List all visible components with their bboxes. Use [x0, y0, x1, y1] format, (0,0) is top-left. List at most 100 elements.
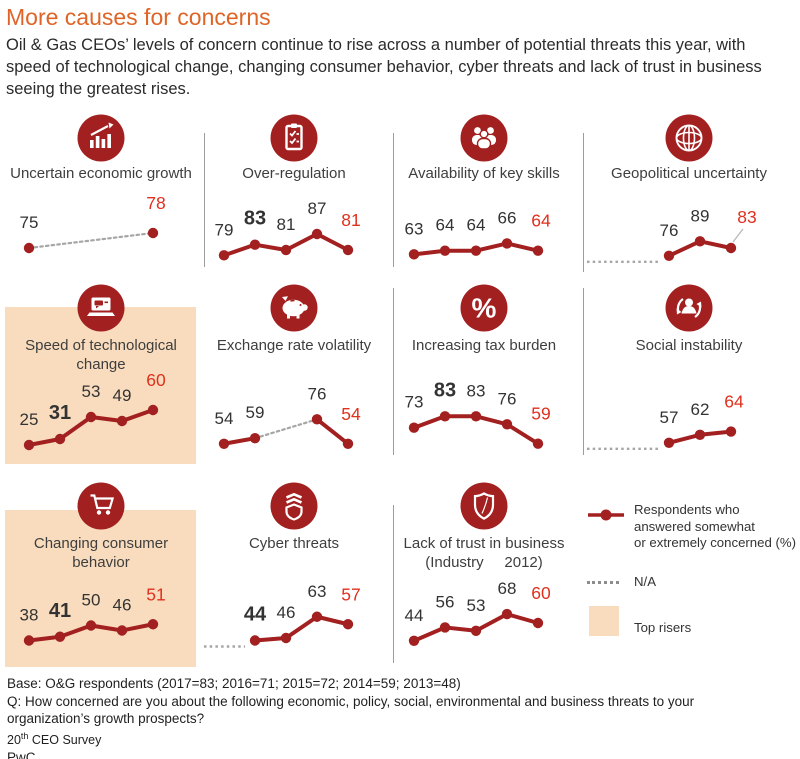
sparkline-cyber-threats: 44 46 63 57 [200, 565, 388, 655]
trust-shield-icon [460, 482, 508, 535]
survey-note: 20th CEO Survey [7, 731, 102, 748]
sparkline-social-instability: 57 62 64 [583, 368, 795, 458]
chart-title: Over-regulation [242, 165, 346, 182]
svg-text:46: 46 [277, 603, 296, 622]
svg-text:81: 81 [341, 210, 360, 230]
svg-text:44: 44 [244, 604, 267, 626]
sparkline-changing-consumer-behavior: 38 41 50 46 51 [5, 565, 197, 655]
laptop-icon [77, 284, 125, 337]
sparkline-lack-of-trust-in-business: 44 56 53 68 60 [390, 565, 578, 655]
legend-na-label: N/A [634, 574, 656, 589]
economic-growth-icon [77, 114, 125, 167]
svg-text:50: 50 [82, 591, 101, 610]
chart-title: Geopolitical uncertainty [611, 165, 767, 182]
svg-text:83: 83 [244, 208, 266, 230]
sparkline-speed-of-technological-change: 25 31 53 49 60 [5, 368, 197, 458]
percent-icon: % [460, 284, 508, 337]
svg-text:59: 59 [531, 404, 550, 424]
svg-text:64: 64 [531, 211, 551, 231]
chart-title: Changing consumer behavior [33, 535, 169, 571]
chart-title: Uncertain economic growth [10, 165, 192, 182]
na-line-icon [587, 581, 619, 584]
svg-text:25: 25 [20, 410, 39, 429]
svg-text:62: 62 [691, 400, 710, 419]
svg-text:81: 81 [277, 215, 296, 234]
svg-text:76: 76 [308, 384, 327, 403]
svg-text:41: 41 [49, 600, 71, 622]
sparkline-over-regulation: 79 83 81 87 81 [200, 180, 388, 270]
svg-text:68: 68 [498, 579, 517, 598]
divider [393, 505, 394, 663]
divider [583, 133, 584, 272]
svg-text:73: 73 [405, 393, 424, 412]
legend-series-label: Respondents who answered somewhat or ext… [634, 502, 796, 550]
chart-title: Cyber threats [248, 535, 340, 552]
svg-text:75: 75 [20, 213, 39, 232]
svg-text:79: 79 [215, 220, 234, 239]
svg-text:56: 56 [436, 592, 455, 611]
sparkline-exchange-rate-volatility: 54 59 76 54 [200, 368, 388, 458]
chart-title: Speed of technological change [25, 337, 177, 373]
svg-text:66: 66 [498, 208, 517, 227]
svg-text:76: 76 [498, 389, 517, 408]
cyber-shield-icon [270, 482, 318, 535]
svg-text:78: 78 [146, 193, 165, 213]
divider [204, 133, 205, 267]
svg-text:87: 87 [308, 199, 327, 218]
chart-title: Social instability [635, 337, 743, 354]
svg-text:76: 76 [660, 221, 679, 240]
svg-text:54: 54 [215, 409, 234, 428]
chart-title: Lack of trust in business (Industry 2012) [403, 535, 565, 571]
svg-text:57: 57 [341, 584, 360, 604]
svg-text:63: 63 [308, 582, 327, 601]
divider [393, 288, 394, 455]
sparkline-uncertain-economic-growth: 75 78 [5, 180, 197, 270]
clipboard-icon [270, 114, 318, 167]
svg-text:59: 59 [246, 403, 265, 422]
chart-title: Exchange rate volatility [216, 337, 372, 354]
svg-text:44: 44 [405, 606, 424, 625]
svg-text:46: 46 [113, 596, 132, 615]
svg-text:64: 64 [724, 392, 744, 412]
cart-icon [77, 482, 125, 535]
top-riser-highlight [5, 307, 196, 464]
footer: Base: O&G respondents (2017=83; 2016=71;… [7, 676, 787, 759]
svg-text:64: 64 [436, 216, 455, 235]
svg-text:60: 60 [531, 583, 551, 603]
svg-text:83: 83 [434, 379, 456, 401]
people-icon [460, 114, 508, 167]
globe-icon [665, 114, 713, 167]
divider [393, 133, 394, 267]
svg-text:57: 57 [660, 408, 679, 427]
chart-title: Increasing tax burden [411, 337, 557, 354]
svg-text:51: 51 [146, 584, 165, 604]
series-marker-icon [588, 509, 624, 521]
svg-text:89: 89 [691, 206, 710, 225]
svg-text:60: 60 [146, 370, 166, 390]
sparkline-increasing-tax-burden: 73 83 83 76 59 [390, 368, 578, 458]
sparkline-geopolitical-uncertainty: 76 89 83 [583, 180, 795, 270]
chart-title: Availability of key skills [408, 165, 560, 182]
social-icon [665, 284, 713, 337]
brand-label: PwC [7, 750, 36, 759]
divider [583, 288, 584, 455]
svg-text:31: 31 [49, 402, 71, 424]
base-note: Base: O&G respondents (2017=83; 2016=71;… [7, 676, 461, 691]
svg-text:83: 83 [737, 207, 756, 227]
svg-text:38: 38 [20, 606, 39, 625]
svg-text:83: 83 [467, 381, 486, 400]
legend-top-risers-label: Top risers [634, 620, 692, 635]
piggy-bank-icon [270, 284, 318, 337]
top-risers-swatch [589, 606, 619, 636]
svg-text:54: 54 [341, 404, 361, 424]
question-note: Q: How concerned are you about the follo… [7, 694, 695, 726]
svg-text:%: % [472, 293, 497, 324]
svg-text:49: 49 [113, 386, 132, 405]
svg-text:63: 63 [405, 219, 424, 238]
svg-text:53: 53 [82, 382, 101, 401]
page-subtitle: Oil & Gas CEOs’ levels of concern contin… [6, 36, 762, 98]
page-title: More causes for concerns [6, 4, 271, 30]
svg-text:64: 64 [467, 216, 486, 235]
sparkline-availability-of-key-skills: 63 64 64 66 64 [390, 180, 578, 270]
